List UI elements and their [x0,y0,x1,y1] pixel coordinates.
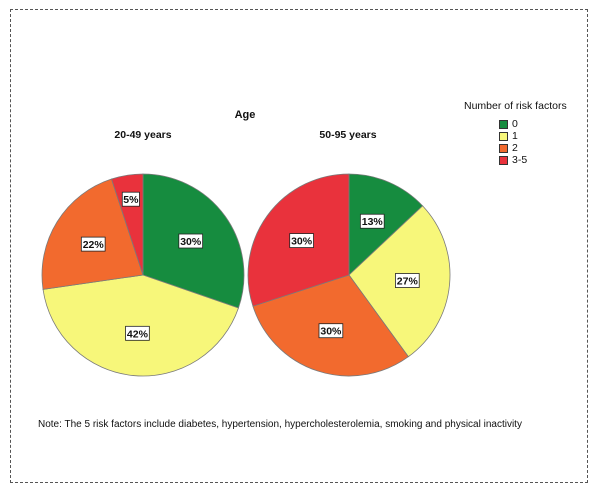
pie-1-label-3: 30% [289,233,314,248]
pie-1-label-1: 27% [395,273,420,288]
pie-0-label-3: 5% [121,191,140,207]
legend-item-1: 1 [499,130,518,142]
svg-text:5%: 5% [123,194,139,206]
panel-title-left: 20-49 years [114,129,172,141]
legend-swatch-0 [499,119,508,129]
footnote: Note: The 5 risk factors include diabete… [38,419,522,430]
svg-text:27%: 27% [397,276,419,288]
legend-label-2: 2 [512,142,518,154]
svg-text:13%: 13% [362,216,384,228]
svg-text:42%: 42% [127,328,149,340]
chart-title: Age [234,109,256,121]
legend-swatch-2 [499,143,508,153]
legend-item-2: 2 [499,142,518,154]
svg-text:22%: 22% [83,239,105,251]
pie-1-slice-0 [348,173,424,276]
pie-0-slice-2 [41,178,144,290]
svg-text:30%: 30% [320,326,342,338]
legend-item-3: 3-5 [499,154,527,166]
legend-swatch-3 [499,155,508,165]
pie-1-label-2: 30% [318,323,344,339]
pie-0-label-1: 42% [125,325,150,341]
pie-0-label-0: 30% [178,233,204,249]
figure-frame [10,9,588,483]
legend-swatch-1 [499,131,508,141]
legend-title: Number of risk factors [464,100,567,112]
panel-title-right: 50-95 years [319,129,377,141]
pie-0-label-2: 22% [80,236,106,252]
legend-label-1: 1 [512,130,518,142]
pie-0-slice-1 [42,274,239,377]
pie-1-label-0: 13% [359,213,385,229]
svg-text:30%: 30% [291,236,313,248]
legend-label-0: 0 [512,118,518,130]
legend-label-3: 3-5 [512,154,528,166]
svg-text:30%: 30% [180,236,202,248]
legend-item-0: 0 [499,118,518,130]
